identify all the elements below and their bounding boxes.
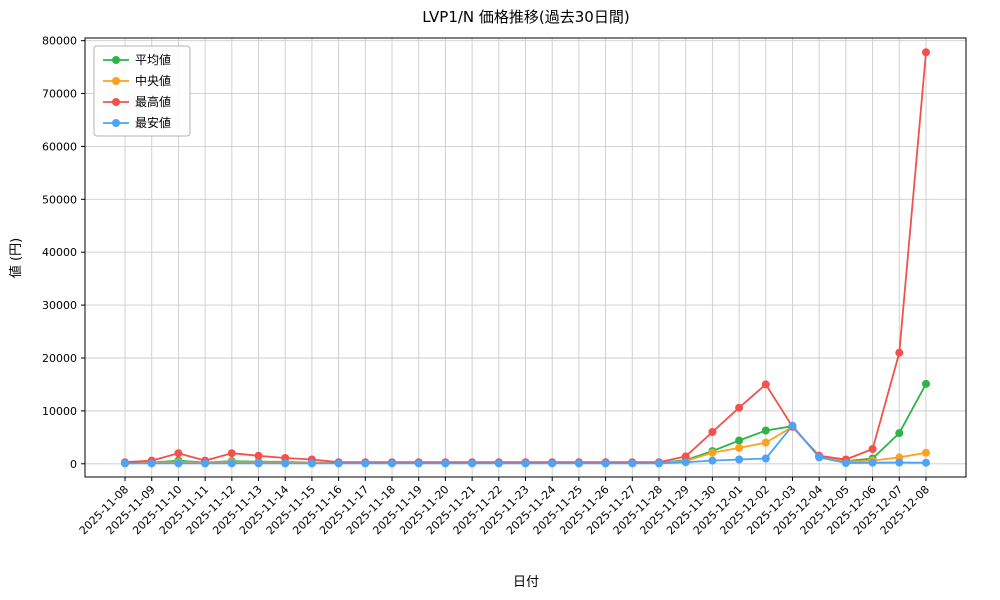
data-point-min [174,459,183,468]
data-point-min [788,421,797,430]
data-point-max [895,348,904,357]
data-point-max [174,449,183,458]
data-point-min [441,459,450,468]
legend-marker-max [112,98,120,106]
data-point-min [601,459,610,468]
data-point-min [147,459,156,468]
data-point-average [735,436,744,445]
y-tick-label: 50000 [42,193,77,206]
data-point-median [735,443,744,452]
data-point-min [468,459,477,468]
data-point-average [895,429,904,438]
data-point-min [815,453,824,462]
legend-label-average: 平均値 [135,52,171,67]
data-point-max [681,452,690,461]
y-tick-label: 0 [70,458,77,471]
data-point-min [254,459,263,468]
data-point-min [361,459,370,468]
data-point-min [655,459,663,468]
data-point-min [841,459,850,467]
axis-layer [81,37,967,481]
y-tick-label: 10000 [42,405,77,418]
data-point-min [895,458,904,467]
y-tick-label: 30000 [42,299,77,312]
data-point-min [201,459,210,468]
legend-label-min: 最安値 [135,115,171,130]
data-point-min [414,459,423,468]
y-axis-label: 値 (円) [8,238,24,278]
legend-label-max: 最高値 [135,94,171,109]
y-tick-label: 60000 [42,140,77,153]
data-point-min [548,459,557,468]
y-tick-label: 40000 [42,246,77,259]
data-point-max [708,428,717,436]
data-point-min [521,459,530,468]
y-tick-label: 70000 [42,88,77,101]
legend-marker-average [112,56,120,64]
data-point-max [922,48,930,57]
y-tick-label: 20000 [42,352,77,365]
data-point-min [735,455,744,464]
data-point-max [254,451,263,460]
data-point-min [281,459,290,468]
y-tick-label: 80000 [42,35,77,48]
data-point-max [735,403,744,412]
data-point-average [761,426,770,435]
data-point-min [227,459,236,468]
data-point-min [307,459,316,468]
data-point-min [574,459,583,468]
data-point-min [494,459,503,468]
data-point-median [761,438,770,447]
data-point-min [922,458,930,467]
series-layer [121,48,930,468]
data-point-average [922,379,930,388]
data-point-max [227,449,236,458]
legend-frame [93,45,191,137]
data-point-max [761,380,770,389]
legend-marker-min [112,119,120,127]
x-axis-label: 日付 [513,575,539,590]
data-point-min [334,459,343,468]
data-point-min [868,458,877,467]
legend-marker-median [112,77,120,85]
grid-layer [85,38,966,477]
data-point-max [868,445,877,453]
data-point-min [761,454,770,463]
data-point-min [121,459,129,468]
data-point-median [708,448,717,457]
data-point-min [681,458,690,467]
data-point-min [388,459,396,468]
legend-label-median: 中央値 [135,73,171,88]
chart-title: LVP1/N 価格推移(過去30日間) [422,8,629,26]
data-point-min [708,456,717,465]
data-point-median [922,448,930,457]
data-point-min [628,459,637,468]
